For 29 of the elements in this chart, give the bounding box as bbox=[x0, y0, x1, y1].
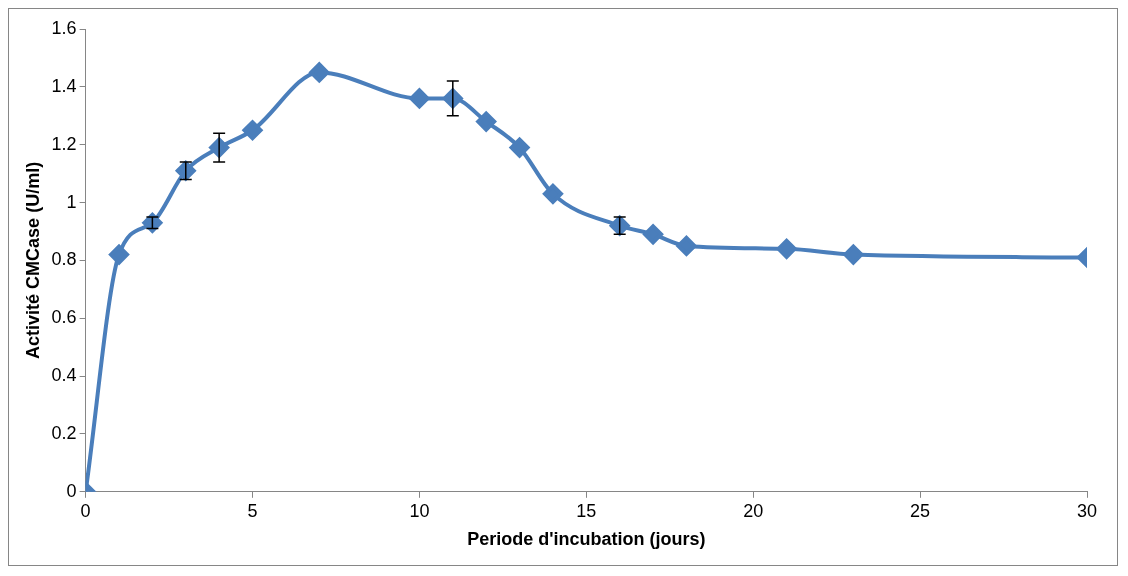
point bbox=[509, 137, 530, 158]
point bbox=[109, 244, 129, 265]
point bbox=[309, 62, 330, 83]
y-tick-label: 1.6 bbox=[51, 17, 77, 38]
x-axis-title: Periode d'incubation (jours) bbox=[467, 529, 706, 550]
x-tick-label: 20 bbox=[743, 500, 764, 521]
point bbox=[776, 238, 797, 259]
y-tick-label: 0.4 bbox=[51, 365, 77, 386]
y-tick-label: 0.2 bbox=[51, 422, 77, 443]
point bbox=[409, 88, 430, 109]
point bbox=[643, 224, 664, 245]
point bbox=[843, 244, 864, 265]
point bbox=[542, 183, 563, 204]
y-tick-label: 0.8 bbox=[51, 249, 77, 270]
y-axis-title: Activité CMCase (U/ml) bbox=[22, 161, 43, 359]
x-tick-label: 25 bbox=[910, 500, 931, 521]
x-tick-label: 0 bbox=[80, 500, 91, 521]
x-tick-label: 30 bbox=[1076, 500, 1098, 521]
x-tick-label: 10 bbox=[409, 500, 430, 521]
point bbox=[242, 120, 263, 141]
point bbox=[676, 235, 697, 256]
y-tick-label: 0 bbox=[66, 480, 77, 501]
y-tick-label: 0.6 bbox=[51, 307, 77, 328]
x-tick-label: 15 bbox=[576, 500, 597, 521]
y-tick-label: 1.2 bbox=[51, 133, 77, 154]
x-tick-label: 5 bbox=[247, 500, 258, 521]
y-tick-label: 1 bbox=[66, 191, 77, 212]
y-tick-label: 1.4 bbox=[51, 75, 77, 96]
point bbox=[476, 111, 497, 132]
